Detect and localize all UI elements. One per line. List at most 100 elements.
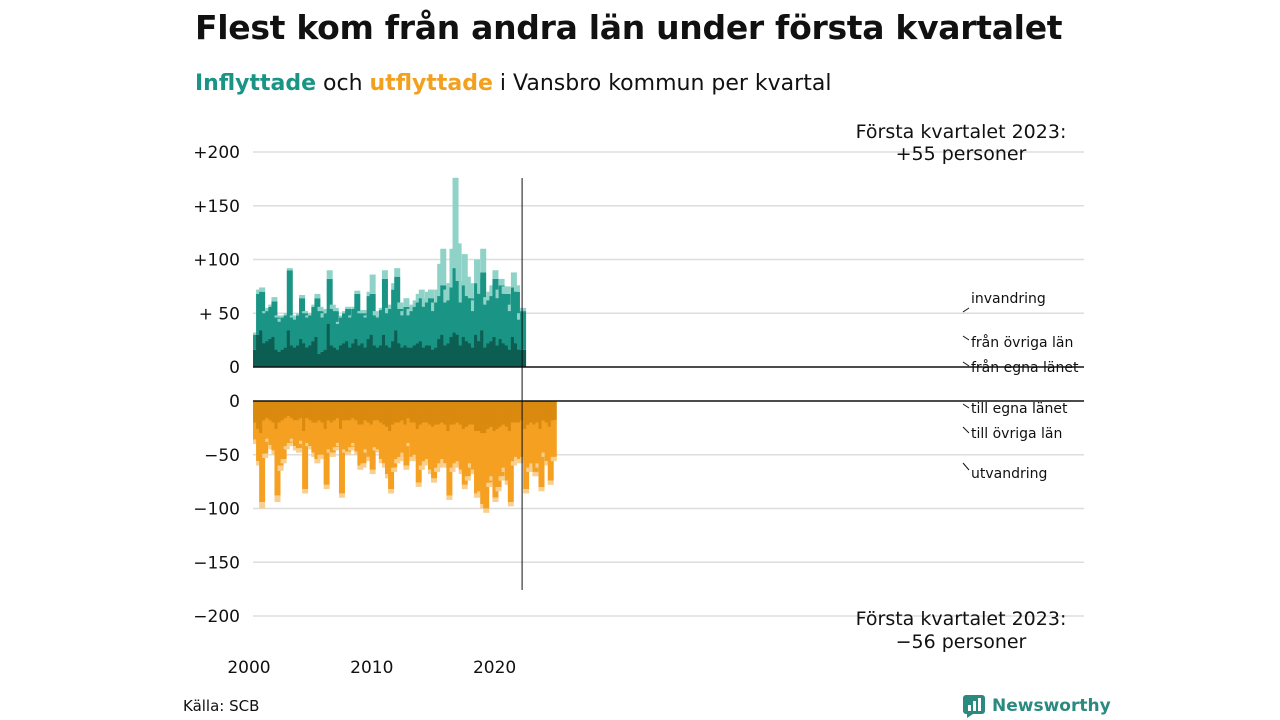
outflow-bar-emigration	[427, 469, 434, 475]
inflow-bar-immigration	[452, 177, 459, 269]
inflow-bar-other-counties	[259, 291, 266, 331]
inflow-bar-own-county	[510, 336, 517, 367]
outflow-bar-other-counties	[412, 422, 419, 455]
inflow-bar-other-counties	[335, 324, 342, 350]
inflow-bar-immigration	[372, 311, 379, 316]
outflow-bar-emigration	[449, 467, 456, 472]
outflow-bar-other-counties	[375, 420, 382, 450]
outflow-bar-own-county	[268, 401, 275, 421]
outflow-bar-emigration	[348, 447, 355, 451]
outflow-bar-emigration	[498, 476, 505, 481]
inflow-bar-own-county	[474, 334, 481, 367]
series-label: till övriga län	[971, 426, 1062, 442]
inflow-bar-other-counties	[424, 302, 431, 346]
outflow-bar-emigration	[529, 463, 536, 468]
inflow-bar-immigration	[400, 311, 407, 316]
outflow-bar-other-counties	[262, 420, 269, 454]
outflow-bar-emigration	[366, 456, 373, 462]
outflow-bar-other-counties	[523, 428, 530, 490]
inflow-bar-immigration	[302, 311, 309, 314]
outflow-bar-other-counties	[437, 424, 444, 464]
inflow-bar-other-counties	[412, 306, 419, 346]
inflow-bar-immigration	[495, 289, 502, 299]
inflow-bar-own-county	[299, 339, 306, 367]
inflow-bar-other-counties	[342, 313, 349, 344]
outflow-bar-other-counties	[271, 422, 278, 451]
inflow-bar-other-counties	[394, 276, 401, 331]
inflow-bar-own-county	[271, 336, 278, 367]
inflow-bar-other-counties	[486, 300, 493, 344]
inflow-bar-other-counties	[452, 268, 459, 333]
outflow-bar-emigration	[351, 442, 358, 447]
inflow-bar-immigration	[397, 302, 404, 309]
outflow-bar-own-county	[437, 401, 444, 425]
chart-title: Flest kom från andra län under första kv…	[195, 8, 1063, 47]
inflow-bar-immigration	[314, 293, 321, 299]
inflow-bar-other-counties	[280, 317, 287, 350]
outflow-bar-other-counties	[541, 420, 548, 453]
brand-logo: Newsworthy	[962, 694, 1111, 718]
inflow-bar-other-counties	[292, 319, 299, 348]
inflow-bar-other-counties	[326, 278, 333, 324]
outflow-bar-own-county	[538, 401, 545, 429]
outflow-bar-other-counties	[277, 422, 284, 466]
inflow-bar-own-county	[455, 334, 462, 367]
inflow-bar-immigration	[449, 248, 456, 288]
outflow-bar-emigration	[550, 456, 557, 462]
outflow-bar-other-counties	[314, 422, 321, 460]
inflow-bar-other-counties	[489, 296, 496, 342]
outflow-bar-own-county	[375, 401, 382, 421]
outflow-bar-own-county	[265, 401, 272, 419]
outflow-bar-emigration	[520, 456, 527, 462]
outflow-bar-emigration	[274, 495, 281, 503]
brand-name: Newsworthy	[992, 696, 1111, 716]
inflow-bar-other-counties	[461, 285, 468, 337]
inflow-bar-own-county	[378, 345, 385, 367]
outflow-bar-own-county	[464, 401, 471, 427]
inflow-bar-other-counties	[332, 311, 339, 348]
outflow-bar-own-county	[256, 401, 263, 429]
outflow-bar-own-county	[289, 401, 296, 419]
outflow-bar-emigration	[385, 474, 392, 479]
outflow-bar-emigration	[283, 446, 290, 450]
outflow-bar-own-county	[308, 401, 315, 421]
outflow-bar-own-county	[351, 401, 358, 419]
inflow-bar-other-counties	[391, 289, 398, 342]
outflow-bar-own-county	[305, 401, 312, 419]
inflow-bar-own-county	[394, 330, 401, 367]
outflow-bar-other-counties	[354, 420, 361, 452]
outflow-bar-other-counties	[458, 424, 465, 470]
inflow-bar-own-county	[486, 343, 493, 367]
outflow-bar-own-county	[424, 401, 431, 423]
outflow-bar-own-county	[443, 401, 450, 425]
inflow-bar-other-counties	[369, 293, 376, 335]
inflow-bar-own-county	[332, 347, 339, 367]
inflow-bar-other-counties	[308, 315, 315, 346]
inflow-bar-own-county	[470, 347, 477, 367]
inflow-bar-own-county	[400, 347, 407, 367]
inflow-bar-immigration	[403, 298, 410, 307]
outflow-bar-emigration	[277, 465, 284, 471]
outflow-bar-other-counties	[455, 422, 462, 462]
x-tick-label: 2010	[350, 658, 393, 678]
outflow-bar-other-counties	[274, 428, 281, 496]
inflow-bar-immigration	[369, 274, 376, 294]
outflow-bar-emigration	[458, 469, 465, 475]
outflow-bar-emigration	[289, 438, 296, 442]
outflow-bar-own-county	[550, 401, 557, 421]
y-tick-label-top: 0	[229, 358, 240, 378]
inflow-bar-immigration	[446, 283, 453, 301]
inflow-bar-own-county	[366, 339, 373, 367]
outflow-bar-other-counties	[538, 428, 545, 487]
inflow-bar-other-counties	[507, 311, 514, 350]
outflow-bar-other-counties	[467, 424, 474, 464]
inflow-bar-other-counties	[345, 308, 352, 342]
inflow-bar-other-counties	[314, 298, 321, 337]
outflow-bar-other-counties	[397, 422, 404, 457]
inflow-bar-own-county	[489, 341, 496, 367]
inflow-bar-own-county	[320, 351, 327, 367]
inflow-bar-immigration	[504, 286, 511, 294]
outflow-bar-own-county	[314, 401, 321, 423]
inflow-bar-immigration	[277, 318, 284, 322]
outflow-bar-other-counties	[449, 424, 456, 468]
